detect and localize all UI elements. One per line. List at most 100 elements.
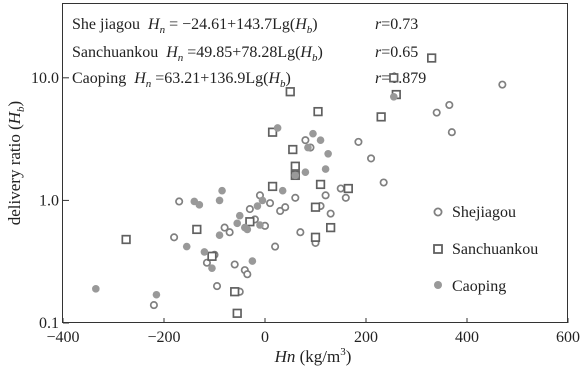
legend-marker-sanchuankou xyxy=(433,244,443,254)
data-points xyxy=(92,53,507,318)
point-shejiagou xyxy=(243,270,252,279)
annotation-sanchuankou-equation: =49.85+78.28Lg( xyxy=(183,44,300,61)
x-tick-label: −400 xyxy=(46,329,79,346)
x-tick-label: 200 xyxy=(354,329,378,346)
x-axis-ticks: −400 −200 0 200 400 600 xyxy=(46,318,580,346)
point-sanchuankou xyxy=(230,287,240,297)
point-caoping xyxy=(215,231,224,240)
annotation-shejiagou: She jiagou Hn = −24.61+143.7Lg(Hb) r=0.7… xyxy=(72,16,418,36)
y-axis-label: delivery ratio (Hb) xyxy=(5,101,27,225)
point-shejiagou xyxy=(447,128,456,137)
point-sanchuankou xyxy=(288,144,298,155)
point-shejiagou xyxy=(301,136,310,145)
point-shejiagou xyxy=(271,242,280,251)
point-shejiagou xyxy=(366,154,376,163)
annotation-shejiagou-r: =0.73 xyxy=(381,16,418,33)
x-tick-label: 600 xyxy=(556,329,580,346)
point-shejiagou xyxy=(498,80,507,89)
point-shejiagou xyxy=(379,178,388,187)
annotation-sanchuankou-r: =0.65 xyxy=(381,44,418,61)
legend-label-sanchuankou: Sanchuankou xyxy=(452,241,538,258)
point-caoping xyxy=(200,248,209,256)
point-sanchuankou xyxy=(232,308,242,318)
point-shejiagou xyxy=(245,205,254,214)
point-caoping xyxy=(304,143,312,152)
annotation-sanchuankou: Sanchuankou Hn =49.85+78.28Lg(Hb) r=0.65 xyxy=(72,44,418,64)
point-caoping xyxy=(243,225,252,234)
legend-marker-shejiagou xyxy=(433,207,443,217)
x-axis-label: Hn (kg/m3) xyxy=(274,346,352,366)
point-caoping xyxy=(182,242,191,251)
point-caoping xyxy=(208,264,216,272)
point-shejiagou xyxy=(265,199,275,208)
legend-marker-caoping xyxy=(434,281,442,289)
point-caoping xyxy=(301,168,310,176)
plot-area xyxy=(62,3,568,323)
point-shejiagou xyxy=(220,223,229,232)
annotation-sanchuankou-site: Sanchuankou xyxy=(72,44,158,61)
point-caoping xyxy=(215,196,224,205)
point-shejiagou xyxy=(170,233,179,242)
point-caoping xyxy=(316,136,325,144)
point-caoping xyxy=(258,196,267,205)
annotation-caoping-equation: =63.21+136.9Lg( xyxy=(151,70,268,87)
point-sanchuankou xyxy=(290,161,300,171)
point-shejiagou xyxy=(212,282,222,291)
point-sanchuankou xyxy=(376,112,386,122)
point-caoping xyxy=(152,290,161,299)
point-caoping xyxy=(273,124,282,132)
point-sanchuankou xyxy=(315,179,326,190)
x-tick-label: 400 xyxy=(455,329,479,346)
point-caoping xyxy=(309,129,317,138)
point-caoping xyxy=(291,171,300,180)
point-caoping xyxy=(195,201,204,209)
point-caoping xyxy=(233,219,242,228)
point-shejiagou xyxy=(281,203,290,212)
y-tick-label: 10.0 xyxy=(31,70,59,87)
point-shejiagou xyxy=(326,209,335,218)
point-sanchuankou xyxy=(245,217,255,227)
equation-annotations: She jiagou Hn = −24.61+143.7Lg(Hb) r=0.7… xyxy=(72,16,426,90)
annotation-shejiagou-site: She jiagou xyxy=(72,16,140,33)
point-sanchuankou xyxy=(121,234,131,245)
legend: Shejiagou Sanchuankou Caoping xyxy=(433,204,538,295)
point-sanchuankou xyxy=(343,183,353,194)
point-caoping xyxy=(253,202,262,210)
point-shejiagou xyxy=(291,193,300,202)
point-caoping xyxy=(324,149,332,158)
point-caoping xyxy=(248,257,257,265)
point-caoping xyxy=(321,165,330,173)
point-sanchuankou xyxy=(267,127,278,137)
y-tick-label: 1.0 xyxy=(39,192,59,209)
annotation-caoping-r: =0.879 xyxy=(381,70,426,87)
point-shejiagou xyxy=(336,184,345,193)
point-shejiagou xyxy=(354,137,363,146)
point-shejiagou xyxy=(321,191,330,200)
point-sanchuankou xyxy=(427,53,437,63)
annotation-caoping-site: Caoping xyxy=(72,70,126,87)
point-shejiagou xyxy=(225,228,234,237)
point-sanchuankou xyxy=(285,87,295,97)
point-caoping xyxy=(389,92,398,101)
point-shejiagou xyxy=(341,193,350,202)
x-tick-label: 0 xyxy=(261,329,269,346)
point-sanchuankou xyxy=(192,224,202,235)
y-tick-label: 0.1 xyxy=(39,315,59,332)
point-sanchuankou xyxy=(389,73,399,83)
annotation-shejiagou-equation: = −24.61+143.7Lg( xyxy=(165,16,295,33)
point-caoping xyxy=(256,221,264,229)
point-shejiagou xyxy=(445,100,454,110)
point-sanchuankou xyxy=(310,232,321,242)
point-caoping xyxy=(92,285,100,293)
point-caoping xyxy=(278,186,287,195)
legend-label-caoping: Caoping xyxy=(452,278,506,295)
point-shejiagou xyxy=(276,206,285,216)
point-sanchuankou xyxy=(207,251,217,261)
point-shejiagou xyxy=(230,260,239,269)
x-tick-label: −200 xyxy=(147,329,180,346)
annotation-caoping: Caoping Hn =63.21+136.9Lg(Hb) r=0.879 xyxy=(72,70,426,90)
point-caoping xyxy=(218,186,226,195)
point-shejiagou xyxy=(149,301,158,310)
point-shejiagou xyxy=(296,228,305,237)
